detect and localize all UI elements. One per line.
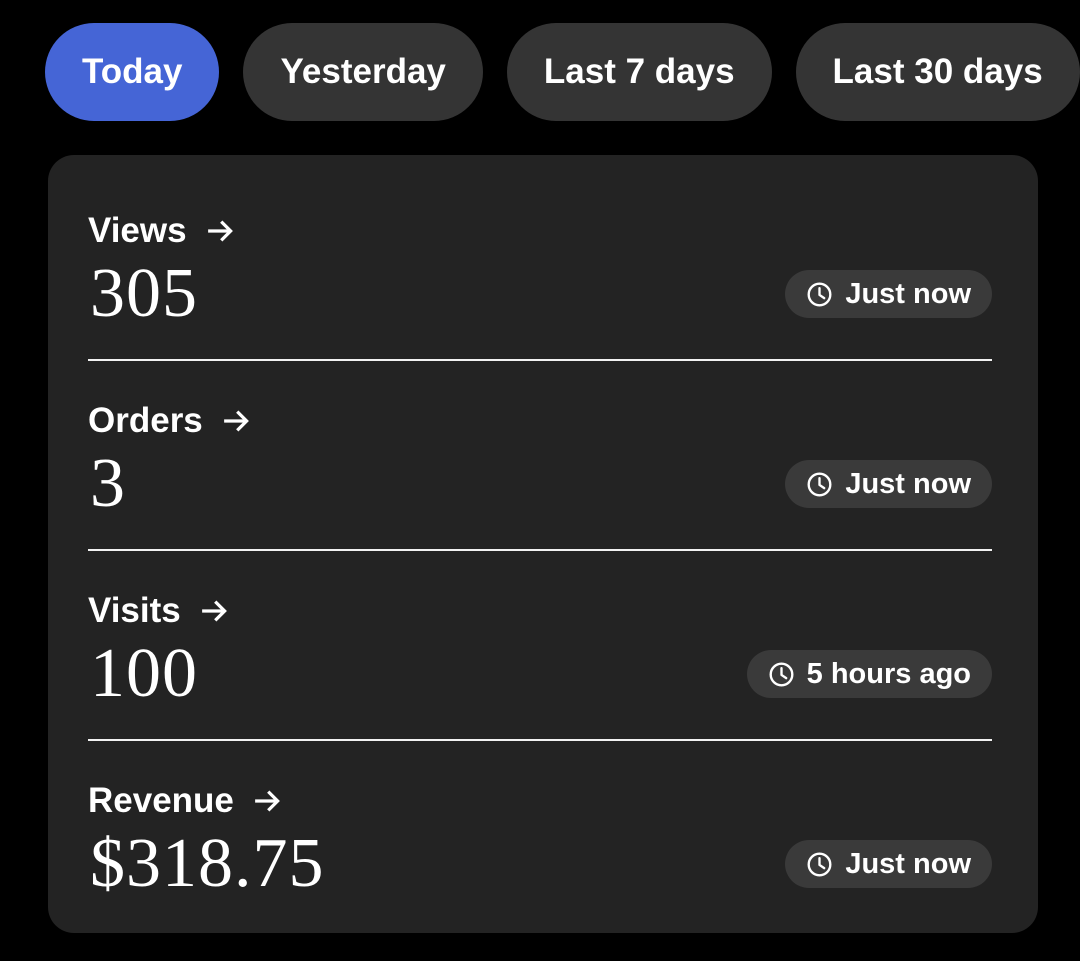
revenue-link[interactable]: Revenue xyxy=(88,781,284,821)
time-range-filters: Today Yesterday Last 7 days Last 30 days xyxy=(0,0,1080,121)
orders-label: Orders xyxy=(88,401,203,440)
views-updated-badge: Just now xyxy=(785,270,992,318)
clock-icon xyxy=(768,661,795,688)
stats-card: Views 305 Just now Orders xyxy=(48,155,1038,933)
clock-icon xyxy=(806,281,833,308)
stat-row-orders: Orders 3 Just now xyxy=(88,361,992,551)
arrow-right-icon xyxy=(197,596,231,626)
arrow-right-icon xyxy=(250,786,284,816)
filter-pill-last-30-days[interactable]: Last 30 days xyxy=(795,23,1080,121)
views-link[interactable]: Views xyxy=(88,211,237,251)
revenue-value: $318.75 xyxy=(90,825,325,902)
visits-updated-text: 5 hours ago xyxy=(806,657,971,690)
stat-row-views: Views 305 Just now xyxy=(88,171,992,361)
visits-value: 100 xyxy=(90,635,198,712)
views-value: 305 xyxy=(90,255,198,332)
clock-icon xyxy=(806,471,833,498)
views-value-row: 305 Just now xyxy=(88,259,992,329)
visits-link[interactable]: Visits xyxy=(88,591,231,631)
orders-updated-badge: Just now xyxy=(785,460,992,508)
views-label: Views xyxy=(88,211,187,250)
orders-updated-text: Just now xyxy=(845,467,971,500)
orders-link[interactable]: Orders xyxy=(88,401,253,441)
clock-icon xyxy=(806,851,833,878)
views-updated-text: Just now xyxy=(845,277,971,310)
orders-value-row: 3 Just now xyxy=(88,449,992,519)
visits-updated-badge: 5 hours ago xyxy=(746,650,992,698)
orders-value: 3 xyxy=(90,445,126,522)
filter-pill-last-7-days[interactable]: Last 7 days xyxy=(506,23,772,121)
filter-pill-today[interactable]: Today xyxy=(45,23,220,121)
filter-pill-yesterday[interactable]: Yesterday xyxy=(243,23,483,121)
stat-row-revenue: Revenue $318.75 Just now xyxy=(88,741,992,929)
revenue-updated-badge: Just now xyxy=(785,840,992,888)
revenue-updated-text: Just now xyxy=(845,847,971,880)
visits-value-row: 100 5 hours ago xyxy=(88,639,992,709)
visits-label: Visits xyxy=(88,591,181,630)
arrow-right-icon xyxy=(219,406,253,436)
revenue-value-row: $318.75 Just now xyxy=(88,829,992,899)
arrow-right-icon xyxy=(203,216,237,246)
revenue-label: Revenue xyxy=(88,781,234,820)
stat-row-visits: Visits 100 5 hours ago xyxy=(88,551,992,741)
